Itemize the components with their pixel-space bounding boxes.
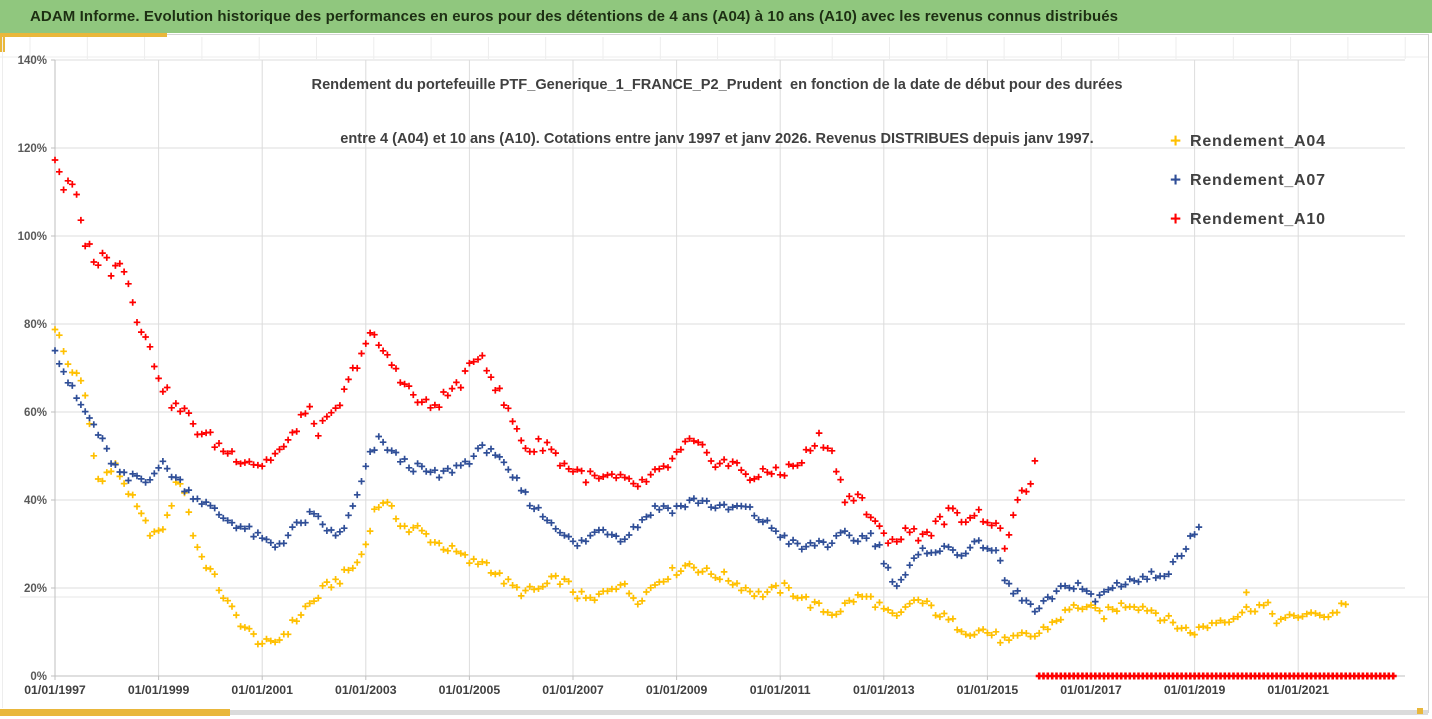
plus-marker-icon: +	[1170, 208, 1182, 230]
x-axis-label: 01/01/2001	[231, 683, 293, 697]
chart-title-line2: entre 4 (A04) et 10 ans (A10). Cotations…	[340, 131, 1094, 147]
y-axis-label: 60%	[24, 407, 47, 419]
y-axis-label: 100%	[18, 231, 47, 243]
y-axis-label: 120%	[18, 143, 47, 155]
chart-border-top	[167, 34, 1428, 35]
plot-area[interactable]	[51, 156, 1397, 680]
x-axis-label: 01/01/1999	[128, 683, 190, 697]
chart-legend: + Rendement_A04 + Rendement_A07 + Rendem…	[1170, 122, 1326, 239]
series-Rendement_A04	[51, 326, 1349, 648]
x-axis-label: 01/01/2003	[335, 683, 397, 697]
x-axis-label: 01/01/2013	[853, 683, 915, 697]
legend-item-a04[interactable]: + Rendement_A04	[1170, 122, 1326, 161]
x-axis-label: 01/01/1997	[24, 683, 86, 697]
legend-label: Rendement_A07	[1190, 171, 1326, 189]
plot-gridlines	[55, 59, 1405, 676]
header-bar: ADAM Informe. Evolution historique des p…	[0, 0, 1432, 33]
y-axis-label: 80%	[24, 319, 47, 331]
accent-corner-yellow-chip	[1417, 708, 1423, 714]
series-Rendement_A10-zero-band	[1035, 672, 1397, 680]
x-axis-labels: 01/01/1997 01/01/1999 01/01/2001 01/01/2003…	[24, 683, 1329, 697]
legend-item-a10[interactable]: + Rendement_A10	[1170, 200, 1326, 239]
accent-bottom-yellow-bar	[0, 709, 230, 716]
y-axis-label: 40%	[24, 495, 47, 507]
y-axis-labels: 0% 20% 40% 60% 80% 100% 120% 140%	[18, 55, 47, 683]
y-axis-label: 20%	[24, 583, 47, 595]
legend-label: Rendement_A04	[1190, 132, 1326, 150]
x-axis-label: 01/01/2009	[646, 683, 708, 697]
plus-marker-icon: +	[1170, 130, 1182, 152]
chart-border-right	[1428, 34, 1429, 713]
legend-label: Rendement_A10	[1190, 210, 1326, 228]
accent-bottom-gray-bar	[230, 710, 1428, 715]
x-axis-label: 01/01/2019	[1164, 683, 1226, 697]
x-axis-label: 01/01/2017	[1060, 683, 1122, 697]
chart-area[interactable]: 0%20%40%60%80%100%120%140%01/01/1997 01/0…	[0, 33, 1432, 719]
accent-top-yellow-bar	[0, 33, 167, 37]
chart-title-line1: Rendement du portefeuille PTF_Generique_…	[311, 77, 1123, 93]
x-axis-label: 01/01/2011	[750, 683, 811, 697]
x-axis-label: 01/01/2015	[957, 683, 1019, 697]
x-axis-label: 01/01/2005	[439, 683, 501, 697]
y-axis-label: 0%	[30, 671, 47, 683]
series-Rendement_A07	[51, 347, 1203, 615]
chart-title: Rendement du portefeuille PTF_Generique_…	[0, 40, 1432, 166]
x-axis-label: 01/01/2021	[1267, 683, 1329, 697]
worksheet-lines	[0, 37, 1428, 598]
worksheet-column-border	[2, 37, 3, 708]
header-title: ADAM Informe. Evolution historique des p…	[30, 8, 1119, 25]
y-axis-label: 140%	[18, 55, 47, 67]
legend-item-a07[interactable]: + Rendement_A07	[1170, 161, 1326, 200]
series-Rendement_A10	[51, 156, 1039, 552]
x-axis-label: 01/01/2007	[542, 683, 604, 697]
plus-marker-icon: +	[1170, 169, 1182, 191]
